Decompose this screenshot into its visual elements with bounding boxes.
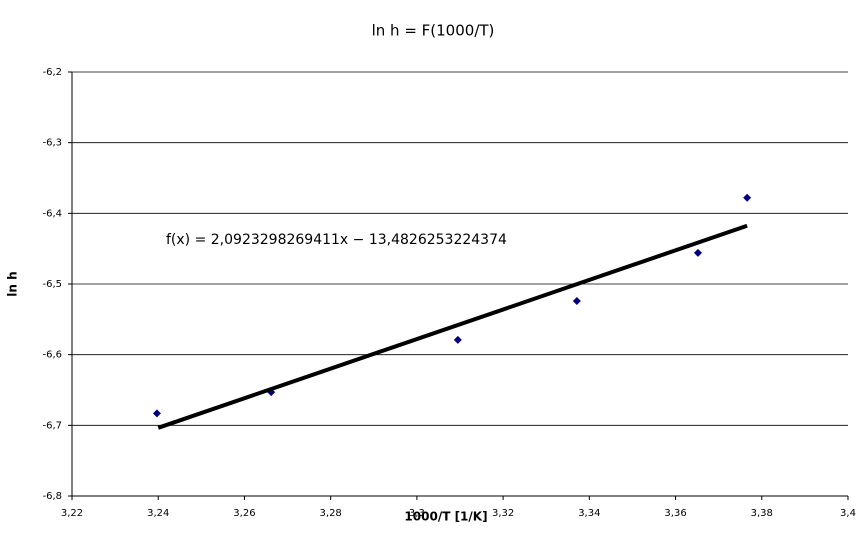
point xyxy=(572,296,581,305)
x-tick-label: 3,24 xyxy=(147,508,169,519)
x-tick-label: 3,38 xyxy=(751,508,773,519)
y-tick-label: -6,3 xyxy=(42,138,62,149)
x-tick-label: 3,4 xyxy=(840,508,856,519)
x-tick-label: 3,28 xyxy=(320,508,342,519)
y-tick-label: -6,8 xyxy=(42,491,62,502)
x-tick-label: 3,3 xyxy=(409,508,425,519)
y-axis-label: ln h xyxy=(6,271,20,296)
x-axis-label: 1000/T [1/K] xyxy=(404,510,487,524)
x-tick-label: 3,36 xyxy=(664,508,686,519)
x-tick-label: 3,32 xyxy=(492,508,514,519)
chart-title: ln h = F(1000/T) xyxy=(372,22,495,40)
y-tick-label: -6,2 xyxy=(42,67,62,78)
x-tick-label: 3,26 xyxy=(233,508,255,519)
trend-line xyxy=(157,223,748,430)
point xyxy=(152,409,161,418)
point xyxy=(453,335,462,344)
x-tick-label: 3,22 xyxy=(61,508,83,519)
x-tick-label: 3,34 xyxy=(578,508,600,519)
point xyxy=(743,193,752,202)
y-tick-label: -6,5 xyxy=(42,279,62,290)
annotation: f(x) = 2,0923298269411x − 13,48262532243… xyxy=(166,232,507,248)
y-tick-label: -6,6 xyxy=(42,350,62,361)
y-tick-label: -6,7 xyxy=(42,420,62,431)
point xyxy=(693,248,702,257)
y-tick-label: -6,4 xyxy=(42,208,62,219)
